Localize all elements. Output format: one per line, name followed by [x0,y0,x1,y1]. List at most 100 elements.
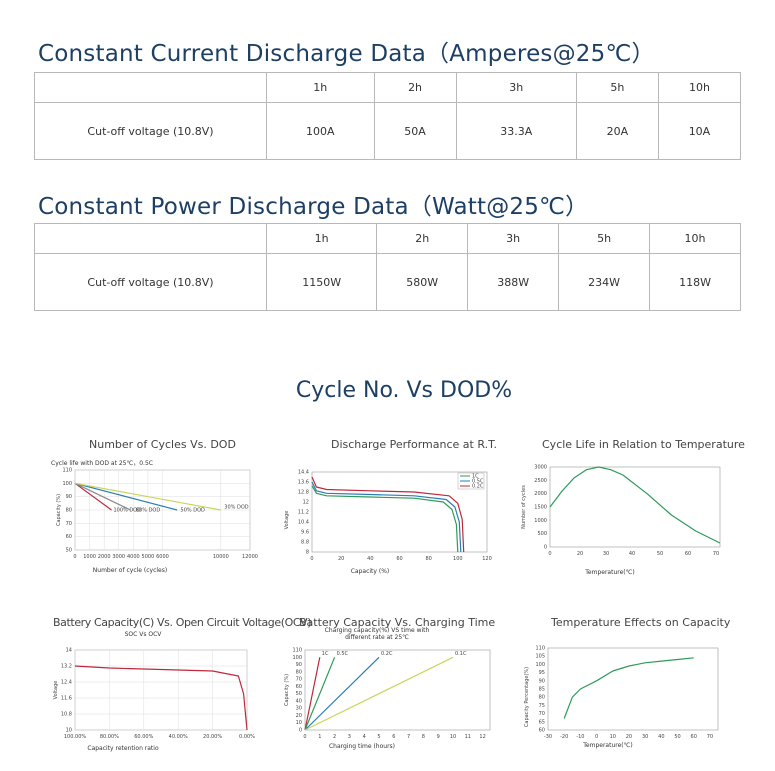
series-line [74,482,131,511]
y-axis-label: Number of cycles [521,485,527,529]
x-tick-label: 70 [707,734,713,740]
chart-cycle-temp: 0 500 1000 1500 2000 2500 3000 0 20 30 40 50 60 70 Tem… [515,462,730,580]
table-header: 10h [649,223,741,254]
chart-subtitle: SOC Vs OCV [125,631,163,638]
x-tick-label: 120 [482,556,492,562]
chart-title-charging: Battery Capacity Vs. Charging Time [299,616,496,629]
table-header: 5h [575,72,659,103]
chart-cycles-dod: 50 60 70 80 90 100 110 0 1000 2000 3000 4000 5000 600… [40,455,265,580]
y-axis-label: Capacity Percentage(%) [524,667,530,727]
table-cell: 118W [649,253,741,311]
x-tick-label: 12000 [242,554,258,560]
chart-title-temp-capacity: Temperature Effects on Capacity [551,616,731,629]
y-axis-label: Voltage [284,511,290,530]
x-tick-label: 8 [422,734,425,740]
legend-label: 0.2C [472,484,484,490]
y-tick-label: 100 [62,481,72,487]
table-header: 3h [455,72,577,103]
y-tick-label: 500 [537,531,547,537]
row-label: Cut-off voltage (10.8V) [34,102,267,160]
x-axis-label: Capacity (%) [351,568,390,575]
y-tick-label: 100 [292,655,302,661]
x-axis-label: Temperature(℃) [584,569,634,576]
x-tick-label: 3 [348,734,351,740]
row-label: Cut-off voltage (10.8V) [34,253,267,311]
y-tick-label: 3000 [534,465,547,471]
x-tick-label: 0 [303,734,306,740]
series-annotation: 0.2C [381,651,393,657]
x-tick-label: 9 [437,734,440,740]
series-annotation: 0.1C [455,651,467,657]
x-tick-label: 40 [658,734,664,740]
table-header: 2h [373,72,457,103]
x-tick-label: 80.00% [100,734,119,740]
series-line [311,485,459,553]
table-cell: 20A [575,102,659,160]
current-discharge-table: 1h 2h 3h 5h 10h Cut-off voltage (10.8V) … [34,72,742,160]
x-axis-label: Temperature(℃) [582,742,632,749]
table-cell: 10A [657,102,742,160]
series-line [74,482,178,511]
legend-box [457,472,485,490]
x-tick-label: 10 [610,734,616,740]
y-tick-label: 14.4 [298,470,309,476]
x-tick-label: 1000 [83,554,96,560]
y-tick-label: 11.6 [61,696,72,702]
y-tick-label: 30 [296,706,302,712]
legend-label: 0.5C [472,479,484,485]
x-tick-label: 6 [392,734,395,740]
y-tick-label: 12.8 [298,490,309,496]
plot-frame [74,649,248,731]
x-tick-label: 60 [396,556,402,562]
x-tick-label: 6000 [156,554,169,560]
x-tick-label: 10000 [213,554,229,560]
chart-charging: 0 10 20 30 40 50 60 70 80 90 100 110 0 1 2 3 4 5 6 7 8 9 10 11 1… [280,627,495,753]
power-discharge-table: 1h 2h 3h 5h 10h Cut-off voltage (10.8V) … [34,223,741,311]
y-tick-label: 1000 [534,518,547,524]
y-tick-label: 2500 [534,478,547,484]
series-line [304,656,380,731]
y-tick-label: 60 [66,534,72,540]
y-tick-label: 14 [66,648,72,654]
x-tick-label: 7 [407,734,410,740]
plot-frame [549,466,721,548]
chart-subtitle: Cycle life with DOD at 25℃，0.5C [51,460,153,467]
series-line [74,482,112,511]
y-tick-label: 85 [539,687,545,693]
y-tick-label: 90 [66,494,72,500]
y-tick-label: 2000 [534,491,547,497]
x-tick-label: 5000 [142,554,155,560]
series-annotation: 0.5C [337,651,349,657]
series-line [74,665,248,731]
series-line [304,657,321,731]
table-header: 10h [657,72,742,103]
y-tick-label: 60 [296,684,302,690]
series-line [74,482,221,511]
plot-frame [311,471,488,553]
x-axis-label: Capacity retention ratio [87,745,159,752]
y-tick-label: 0 [299,728,302,734]
x-tick-label: 40 [367,556,373,562]
current-discharge-title: Constant Current Discharge Data（Amperes@… [38,41,655,67]
plot-frame [304,649,491,731]
x-tick-label: 20 [338,556,344,562]
x-tick-label: 60.00% [134,734,153,740]
chart-subtitle: different rate at 25℃ [345,634,409,641]
y-tick-label: 10 [296,720,302,726]
y-tick-label: 13.2 [61,664,72,670]
x-tick-label: 2000 [98,554,111,560]
y-axis-label: Voltage [53,681,59,700]
series-line [304,656,454,731]
table-cell: 1150W [265,253,378,311]
chart-title-ocv: Battery Capacity(C) Vs. Open Circuit Vol… [53,616,312,629]
x-tick-label: 40.00% [169,734,188,740]
x-tick-label: 0 [548,551,551,557]
series-line [311,481,462,553]
x-tick-label: 100 [453,556,463,562]
x-tick-label: 50 [657,551,663,557]
chart-discharge: 8 8.8 9.6 10.4 11.2 12 12.8 13.6 14.4 0 20 40 60 80 10… [280,460,495,580]
y-tick-label: 11.2 [298,510,309,516]
series-annotation: 1C [322,651,329,657]
table-header: 1h [265,223,378,254]
x-tick-label: 20 [626,734,632,740]
